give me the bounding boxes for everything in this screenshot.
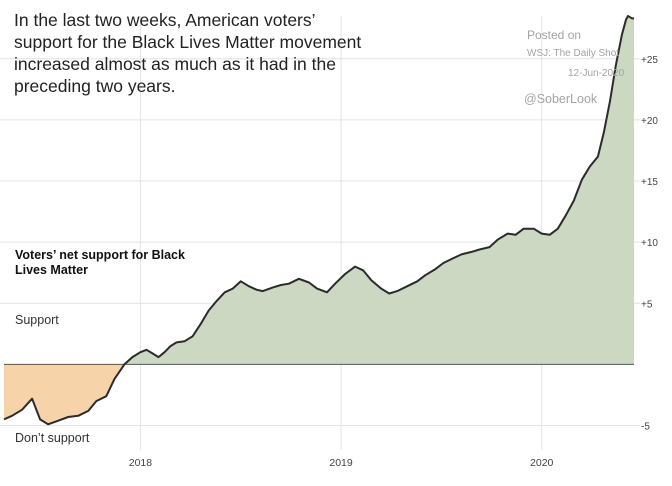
headline: In the last two weeks, American voters’ … — [14, 10, 362, 96]
credit-source: WSJ: The Daily Shot — [527, 48, 620, 59]
area-fills — [4, 16, 634, 425]
y-tick-label: +20 — [641, 116, 658, 127]
oppose-area — [4, 364, 125, 425]
y-tick-label: +25 — [641, 55, 658, 66]
series-line — [3, 15, 634, 426]
credit-posted-on: Posted on — [527, 28, 582, 42]
x-tick-label: 2020 — [530, 457, 554, 469]
support-label: Support — [15, 313, 59, 327]
y-tick-label: +15 — [641, 177, 658, 188]
x-tick-label: 2019 — [329, 457, 353, 469]
dont-support-label: Don’t support — [15, 431, 90, 445]
series-line-layer — [3, 15, 634, 426]
y-tick-label: +5 — [641, 299, 653, 310]
credit-date: 12-Jun-2020 — [568, 68, 625, 79]
x-tick-label: 2018 — [129, 457, 153, 469]
series-title: Voters’ net support for Black Lives Matt… — [15, 248, 185, 277]
axis-labels: -5 +5 +10 +15 +20 +25 2018 2019 2020 — [129, 55, 659, 469]
support-area — [4, 16, 634, 365]
y-tick-label: -5 — [641, 422, 650, 433]
y-tick-label: +10 — [641, 238, 658, 249]
credit-handle: @SoberLook — [524, 92, 598, 106]
